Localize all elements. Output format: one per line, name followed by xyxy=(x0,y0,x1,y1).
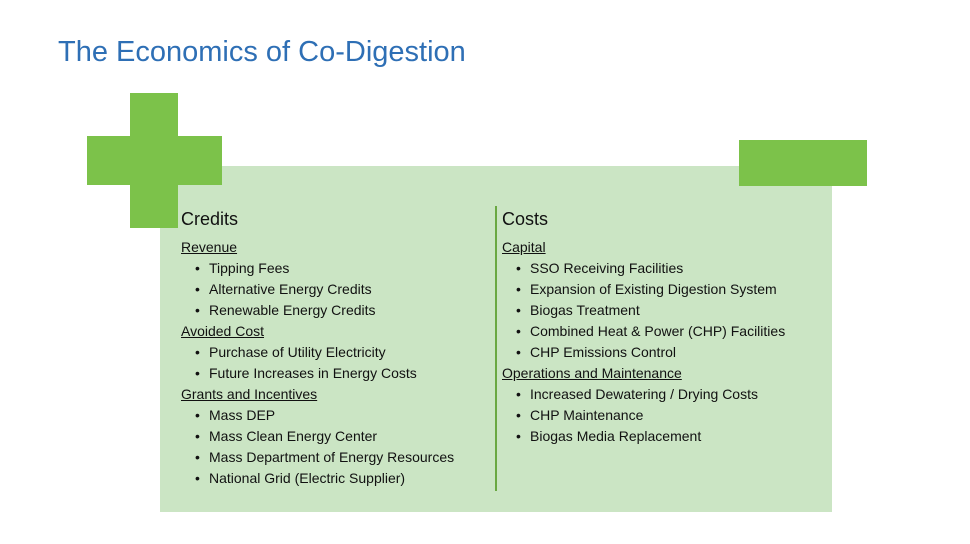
list-item-label: Purchase of Utility Electricity xyxy=(209,344,386,360)
bullet-icon: • xyxy=(516,281,521,297)
list-item: • Purchase of Utility Electricity xyxy=(181,342,454,363)
list-item-label: CHP Maintenance xyxy=(530,407,644,423)
list-item-label: Tipping Fees xyxy=(209,260,290,276)
list-item-label: Mass Department of Energy Resources xyxy=(209,449,455,465)
list-item: • Expansion of Existing Digestion System xyxy=(502,279,785,300)
list-item: • Tipping Fees xyxy=(181,258,454,279)
list-item: • National Grid (Electric Supplier) xyxy=(181,468,454,489)
grants-and-incentives-list: • Mass DEP • Mass Clean Energy Center • Mass … xyxy=(181,405,454,489)
bullet-icon: • xyxy=(516,302,521,318)
credits-column: Credits Revenue • Tipping Fees • Alternative … xyxy=(181,207,454,489)
list-item: • Mass DEP xyxy=(181,405,454,426)
list-item: • SSO Receiving Facilities xyxy=(502,258,785,279)
revenue-subheading: Revenue xyxy=(181,239,238,255)
list-item-label: SSO Receiving Facilities xyxy=(530,260,684,276)
column-divider xyxy=(495,206,497,491)
list-item: • Future Increases in Energy Costs xyxy=(181,363,454,384)
list-item-label: Alternative Energy Credits xyxy=(209,281,372,297)
costs-heading: Costs xyxy=(502,209,549,229)
avoided-cost-subheading: Avoided Cost xyxy=(181,323,265,339)
list-item: • Increased Dewatering / Drying Costs xyxy=(502,384,785,405)
list-item-label: National Grid (Electric Supplier) xyxy=(209,470,406,486)
bullet-icon: • xyxy=(516,344,521,360)
bullet-icon: • xyxy=(516,428,521,444)
revenue-list: • Tipping Fees • Alternative Energy Credits… xyxy=(181,258,454,321)
list-item-label: Mass Clean Energy Center xyxy=(209,428,378,444)
bullet-icon: • xyxy=(195,449,200,465)
plus-icon-horizontal-bar xyxy=(87,136,222,185)
bullet-icon: • xyxy=(195,344,200,360)
credits-heading: Credits xyxy=(181,209,239,229)
list-item: • CHP Maintenance xyxy=(502,405,785,426)
grants-and-incentives-subheading: Grants and Incentives xyxy=(181,386,318,402)
slide-title: The Economics of Co-Digestion xyxy=(58,36,466,68)
list-item-label: Expansion of Existing Digestion System xyxy=(530,281,777,297)
costs-column: Costs Capital • SSO Receiving Facilities • Ex… xyxy=(502,207,785,447)
list-item: • CHP Emissions Control xyxy=(502,342,785,363)
list-item: • Alternative Energy Credits xyxy=(181,279,454,300)
list-item-label: Increased Dewatering / Drying Costs xyxy=(530,386,758,402)
bullet-icon: • xyxy=(516,386,521,402)
operations-and-maintenance-subheading: Operations and Maintenance xyxy=(502,365,682,381)
list-item: • Mass Clean Energy Center xyxy=(181,426,454,447)
bullet-icon: • xyxy=(195,260,200,276)
list-item-label: Future Increases in Energy Costs xyxy=(209,365,417,381)
list-item: • Combined Heat & Power (CHP) Facilities xyxy=(502,321,785,342)
bullet-icon: • xyxy=(195,281,200,297)
list-item: • Renewable Energy Credits xyxy=(181,300,454,321)
bullet-icon: • xyxy=(195,407,200,423)
capital-list: • SSO Receiving Facilities • Expansion of E… xyxy=(502,258,785,363)
bullet-icon: • xyxy=(516,323,521,339)
list-item: • Mass Department of Energy Resources xyxy=(181,447,454,468)
bullet-icon: • xyxy=(516,260,521,276)
list-item-label: Combined Heat & Power (CHP) Facilities xyxy=(530,323,786,339)
capital-subheading: Capital xyxy=(502,239,546,255)
bullet-icon: • xyxy=(195,302,200,318)
avoided-cost-list: • Purchase of Utility Electricity • Future … xyxy=(181,342,454,384)
bullet-icon: • xyxy=(195,470,200,486)
bullet-icon: • xyxy=(516,407,521,423)
list-item: • Biogas Treatment xyxy=(502,300,785,321)
bullet-icon: • xyxy=(195,365,200,381)
list-item-label: CHP Emissions Control xyxy=(530,344,677,360)
minus-icon xyxy=(739,140,867,186)
list-item: • Biogas Media Replacement xyxy=(502,426,785,447)
list-item-label: Biogas Treatment xyxy=(530,302,640,318)
operations-and-maintenance-list: • Increased Dewatering / Drying Costs • CHP… xyxy=(502,384,785,447)
list-item-label: Renewable Energy Credits xyxy=(209,302,376,318)
bullet-icon: • xyxy=(195,428,200,444)
list-item-label: Biogas Media Replacement xyxy=(530,428,702,444)
list-item-label: Mass DEP xyxy=(209,407,276,423)
